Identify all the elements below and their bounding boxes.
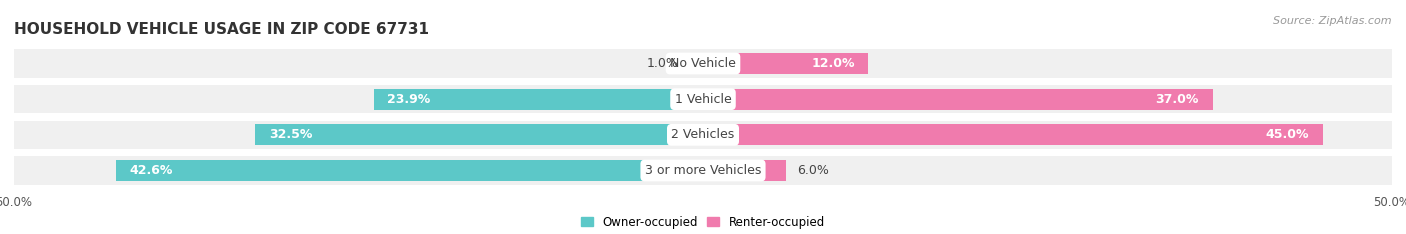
Text: 42.6%: 42.6% [129, 164, 173, 177]
Text: 2 Vehicles: 2 Vehicles [672, 128, 734, 141]
Bar [14, 85, 1392, 113]
Bar [689, 53, 703, 74]
Text: 37.0%: 37.0% [1156, 93, 1199, 106]
Bar [14, 121, 1392, 149]
Bar [117, 160, 703, 181]
Text: 1 Vehicle: 1 Vehicle [675, 93, 731, 106]
Bar [374, 89, 703, 110]
Text: 6.0%: 6.0% [797, 164, 828, 177]
Text: 45.0%: 45.0% [1265, 128, 1309, 141]
Text: No Vehicle: No Vehicle [671, 57, 735, 70]
Bar [703, 89, 1213, 110]
Text: HOUSEHOLD VEHICLE USAGE IN ZIP CODE 67731: HOUSEHOLD VEHICLE USAGE IN ZIP CODE 6773… [14, 22, 429, 37]
Bar [14, 156, 1392, 185]
Legend: Owner-occupied, Renter-occupied: Owner-occupied, Renter-occupied [581, 216, 825, 229]
Bar [254, 124, 703, 145]
Text: Source: ZipAtlas.com: Source: ZipAtlas.com [1274, 16, 1392, 26]
Text: 3 or more Vehicles: 3 or more Vehicles [645, 164, 761, 177]
Text: 12.0%: 12.0% [811, 57, 855, 70]
Bar [703, 53, 869, 74]
Bar [14, 49, 1392, 78]
Text: 1.0%: 1.0% [647, 57, 678, 70]
Text: 23.9%: 23.9% [388, 93, 430, 106]
Text: 32.5%: 32.5% [269, 128, 312, 141]
Bar [703, 160, 786, 181]
Bar [703, 124, 1323, 145]
